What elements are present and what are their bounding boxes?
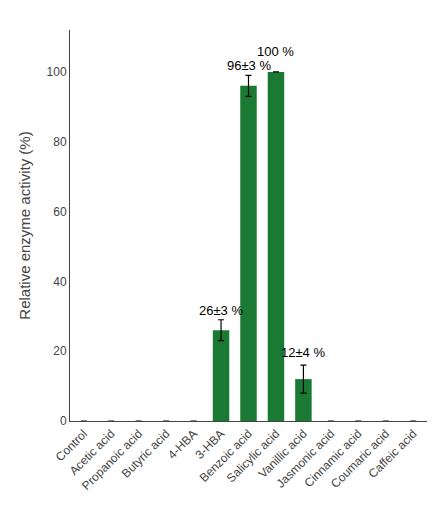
svg-text:20: 20 <box>53 344 67 358</box>
svg-text:Acetic acid: Acetic acid <box>67 427 118 478</box>
svg-text:40: 40 <box>53 275 67 289</box>
svg-text:4-HBA: 4-HBA <box>165 427 200 462</box>
svg-text:Vanillic acid: Vanillic acid <box>256 427 310 481</box>
svg-text:Jasmonic acid: Jasmonic acid <box>274 427 338 491</box>
svg-text:Butyric acid: Butyric acid <box>119 427 173 481</box>
svg-text:100 %: 100 % <box>257 44 294 59</box>
svg-text:Coumaric acid: Coumaric acid <box>328 427 392 491</box>
svg-text:Relative enzyme activity (%): Relative enzyme activity (%) <box>16 131 33 319</box>
svg-text:Cinnamic acid: Cinnamic acid <box>302 427 365 490</box>
svg-text:Salicylic acid: Salicylic acid <box>224 427 282 485</box>
svg-text:100: 100 <box>47 65 67 79</box>
svg-text:26±3 %: 26±3 % <box>199 303 243 318</box>
svg-text:96±3 %: 96±3 % <box>227 58 271 73</box>
svg-text:Benzoic acid: Benzoic acid <box>197 427 255 485</box>
svg-text:60: 60 <box>53 205 67 219</box>
svg-text:3-HBA: 3-HBA <box>193 427 228 462</box>
svg-text:80: 80 <box>53 135 67 149</box>
svg-text:Propanoic acid: Propanoic acid <box>79 427 145 493</box>
svg-text:Caffeic acid: Caffeic acid <box>366 427 420 481</box>
svg-text:0: 0 <box>60 414 67 428</box>
svg-text:Control: Control <box>53 427 90 464</box>
svg-text:12±4 %: 12±4 % <box>281 345 325 360</box>
